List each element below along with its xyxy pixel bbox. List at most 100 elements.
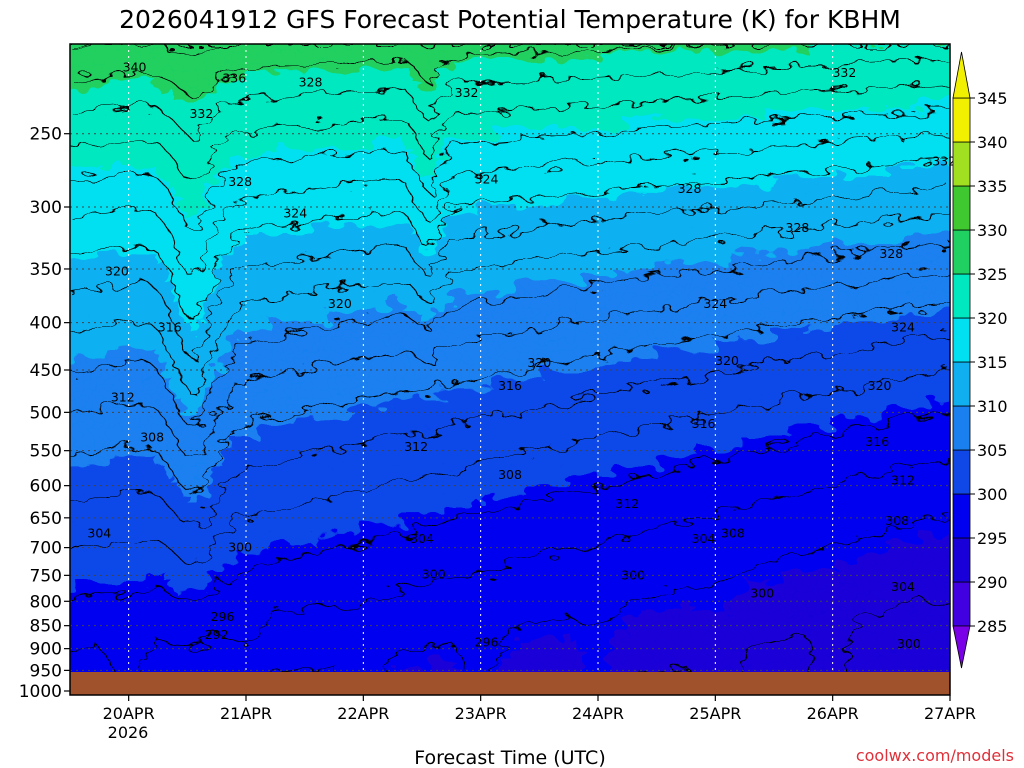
field-cell <box>510 109 519 120</box>
field-cell <box>584 417 593 428</box>
field-cell <box>551 273 560 284</box>
field-cell <box>896 244 906 255</box>
field-cell <box>526 359 536 371</box>
field-cell <box>657 234 667 245</box>
field-cell <box>279 427 289 438</box>
field-cell <box>214 465 223 477</box>
field-cell <box>756 70 766 81</box>
field-cell <box>723 234 733 245</box>
field-cell <box>238 388 248 399</box>
field-cell <box>633 128 643 139</box>
field-cell <box>70 282 75 293</box>
field-cell <box>296 456 306 467</box>
field-cell <box>740 157 749 168</box>
field-cell <box>197 234 207 245</box>
field-cell <box>337 427 347 438</box>
field-cell <box>567 138 577 149</box>
field-cell <box>584 398 593 409</box>
field-cell <box>173 147 182 158</box>
field-cell <box>896 44 906 52</box>
field-cell <box>132 44 141 52</box>
field-cell <box>107 244 117 255</box>
field-cell <box>74 157 84 168</box>
field-cell <box>666 330 675 342</box>
field-cell <box>707 321 716 332</box>
field-cell <box>674 456 684 467</box>
field-cell <box>452 398 462 409</box>
field-cell <box>362 205 371 216</box>
field-cell <box>99 234 108 245</box>
field-cell <box>707 330 716 342</box>
field-cell <box>567 263 577 274</box>
field-cell <box>296 253 306 264</box>
field-cell <box>896 60 906 72</box>
field-cell <box>444 253 454 264</box>
field-cell <box>518 388 527 399</box>
field-cell <box>312 118 322 129</box>
field-cell <box>148 379 158 390</box>
field-cell <box>896 330 906 342</box>
field-cell <box>756 379 766 390</box>
field-cell <box>682 388 692 399</box>
field-cell <box>707 118 716 129</box>
field-cell <box>559 302 569 313</box>
field-cell <box>460 167 470 178</box>
field-cell <box>329 369 338 380</box>
field-cell <box>666 398 675 409</box>
field-cell <box>534 70 544 81</box>
field-cell <box>625 456 634 467</box>
field-cell <box>592 398 601 409</box>
field-cell <box>666 369 675 380</box>
field-cell <box>230 167 240 178</box>
field-cell <box>394 359 404 371</box>
field-cell <box>107 456 117 467</box>
field-cell <box>230 340 240 351</box>
field-cell <box>362 167 371 178</box>
field-cell <box>312 427 322 438</box>
field-cell <box>764 273 774 284</box>
field-cell <box>822 167 832 178</box>
field-cell <box>312 60 322 72</box>
field-cell <box>542 60 552 72</box>
field-cell <box>896 379 906 390</box>
field-cell <box>403 205 412 216</box>
field-cell <box>551 446 560 457</box>
field-cell <box>452 176 462 187</box>
field-cell <box>731 167 741 178</box>
field-cell <box>501 282 511 293</box>
field-cell <box>362 388 371 399</box>
field-cell <box>731 99 741 110</box>
field-cell <box>699 224 708 236</box>
field-cell <box>238 446 248 457</box>
field-cell <box>822 446 832 457</box>
field-cell <box>781 195 790 207</box>
field-cell <box>90 340 100 351</box>
field-cell <box>633 80 643 91</box>
field-cell <box>937 350 947 361</box>
field-cell <box>896 408 906 419</box>
field-cell <box>625 330 634 342</box>
field-cell <box>805 244 815 255</box>
field-cell <box>403 195 412 207</box>
field-cell <box>205 369 215 380</box>
field-cell <box>460 302 470 313</box>
field-cell <box>419 456 429 467</box>
field-cell <box>600 311 610 322</box>
field-cell <box>912 330 922 342</box>
field-cell <box>666 157 675 168</box>
field-cell <box>132 195 141 207</box>
field-cell <box>304 147 314 158</box>
field-cell <box>419 340 429 351</box>
field-cell <box>296 128 306 139</box>
field-cell <box>830 253 840 264</box>
field-cell <box>140 273 149 284</box>
field-cell <box>427 456 437 467</box>
field-cell <box>312 99 322 110</box>
field-cell <box>436 465 445 477</box>
field-cell <box>156 340 166 351</box>
field-cell <box>929 273 938 284</box>
field-cell <box>370 273 380 284</box>
field-cell <box>699 437 708 448</box>
field-cell <box>370 244 380 255</box>
field-cell <box>444 292 454 303</box>
